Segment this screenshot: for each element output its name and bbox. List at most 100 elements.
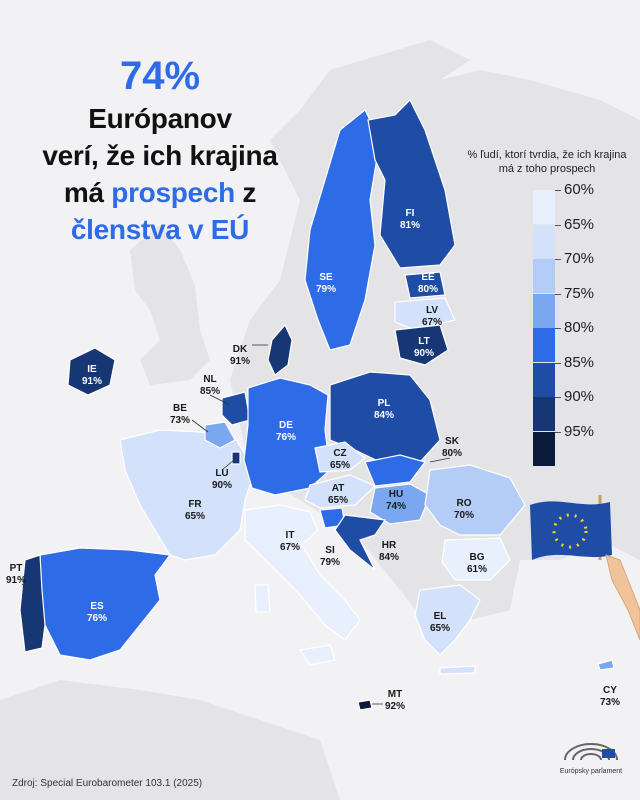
- legend-tick: [555, 397, 561, 398]
- country-label-mt: MT 92%: [385, 689, 405, 713]
- country-code: ES: [90, 601, 104, 612]
- country-code: RO: [456, 498, 472, 509]
- country-value: 81%: [399, 220, 421, 231]
- country-value: 73%: [169, 415, 191, 426]
- country-BG: [441, 537, 511, 581]
- country-label-ee: EE 80%: [418, 272, 438, 296]
- country-LT: [394, 324, 449, 366]
- country-value: 80%: [441, 448, 463, 459]
- country-BE: [204, 421, 236, 449]
- legend-tick: [555, 190, 561, 191]
- legend-label: 60%: [564, 181, 595, 198]
- country-IT-sardinia: [254, 584, 271, 613]
- country-IT-sicily: [298, 644, 336, 666]
- country-value: 91%: [229, 356, 251, 367]
- country-code: EE: [421, 272, 435, 283]
- headline-percent: 74%: [119, 54, 201, 98]
- country-code: SK: [445, 436, 459, 447]
- headline-line-2: verí, že ich krajina: [42, 140, 278, 171]
- legend-label: 90%: [564, 388, 595, 405]
- legend-tick: [555, 328, 561, 329]
- country-code: FI: [405, 208, 415, 219]
- country-label-lu: LU 90%: [212, 468, 232, 492]
- legend-label: 70%: [564, 250, 595, 267]
- country-value: 84%: [378, 552, 400, 563]
- eu-flag-icon: [530, 495, 640, 641]
- country-label-sk: SK 80%: [442, 436, 462, 460]
- country-code: MT: [387, 689, 403, 700]
- headline-line-3-suffix: z: [242, 177, 257, 208]
- country-code: HU: [388, 489, 404, 500]
- country-label-lt: LT 90%: [414, 336, 434, 360]
- country-label-pl: PL 84%: [374, 398, 394, 422]
- legend-swatch: [533, 293, 555, 328]
- country-code: NL: [203, 374, 217, 385]
- country-HR: [334, 514, 387, 571]
- country-code: PL: [377, 398, 391, 409]
- legend-tick: [555, 293, 561, 295]
- country-SK: [364, 454, 427, 487]
- country-code: FR: [188, 499, 202, 510]
- country-label-cz: CZ 65%: [330, 448, 350, 472]
- legend-tick: [555, 259, 561, 260]
- country-value: 91%: [81, 376, 103, 387]
- country-label-nl: NL 85%: [200, 374, 220, 398]
- country-FR: [119, 429, 256, 561]
- country-code: IT: [285, 530, 295, 541]
- country-code: DK: [232, 344, 248, 355]
- country-label-ro: RO 70%: [454, 498, 474, 522]
- country-value: 80%: [417, 284, 439, 295]
- legend-swatch: [533, 431, 555, 466]
- country-value: 65%: [329, 460, 351, 471]
- ep-logo-text: Európsky parlament: [559, 768, 623, 775]
- headline-line-3-prefix: má: [63, 177, 104, 208]
- leader-line-lu: [221, 459, 235, 471]
- headline-line-4-text: členstva v EÚ: [70, 214, 250, 245]
- legend-swatch: [533, 190, 555, 224]
- country-code: BE: [173, 403, 187, 414]
- country-PT: [19, 554, 46, 653]
- legend-swatch: [533, 328, 555, 362]
- country-value: 90%: [211, 480, 233, 491]
- country-value: 67%: [279, 542, 301, 553]
- leader-line-sk: [429, 457, 451, 463]
- country-value: 74%: [385, 501, 407, 512]
- non-eu-land-north: [300, 40, 470, 110]
- country-value: 65%: [327, 495, 349, 506]
- headline-line-1: Európanov: [88, 103, 232, 134]
- country-label-fi: FI 81%: [400, 208, 420, 232]
- country-label-cy: CY 73%: [600, 685, 620, 709]
- non-eu-land-africa: [0, 680, 340, 800]
- country-code: IE: [87, 364, 97, 375]
- country-NL: [221, 391, 251, 426]
- country-value: 73%: [599, 697, 621, 708]
- country-IE: [67, 347, 116, 396]
- country-IT: [244, 504, 361, 641]
- parliament-icon: [564, 743, 618, 761]
- country-code: CY: [603, 685, 617, 696]
- country-DE: [243, 377, 331, 496]
- legend-swatch: [533, 397, 555, 431]
- country-EE: [404, 271, 446, 299]
- hand-icon: [605, 554, 640, 641]
- legend-label: 95%: [564, 422, 595, 440]
- country-value: 65%: [429, 623, 451, 634]
- leader-line-pt: [21, 583, 31, 591]
- ep-logo: Európsky parlament: [556, 740, 626, 775]
- country-label-at: AT 65%: [328, 483, 348, 507]
- country-label-ie: IE 91%: [82, 364, 102, 388]
- country-label-de: DE 76%: [276, 420, 296, 444]
- country-value: 76%: [86, 613, 108, 624]
- country-RO: [424, 464, 526, 536]
- leader-line-nl: [209, 394, 231, 406]
- headline-line-3: má prospech z: [40, 174, 280, 211]
- country-CY: [597, 659, 615, 671]
- legend-swatch: [533, 362, 555, 397]
- country-EL-crete: [439, 665, 476, 675]
- country-label-be: BE 73%: [170, 403, 190, 427]
- country-label-bg: BG 61%: [467, 552, 487, 576]
- country-value: 61%: [466, 564, 488, 575]
- country-label-pt: PT 91%: [6, 563, 26, 587]
- headline-highlight: prospech: [111, 177, 235, 208]
- country-code: BG: [469, 552, 485, 563]
